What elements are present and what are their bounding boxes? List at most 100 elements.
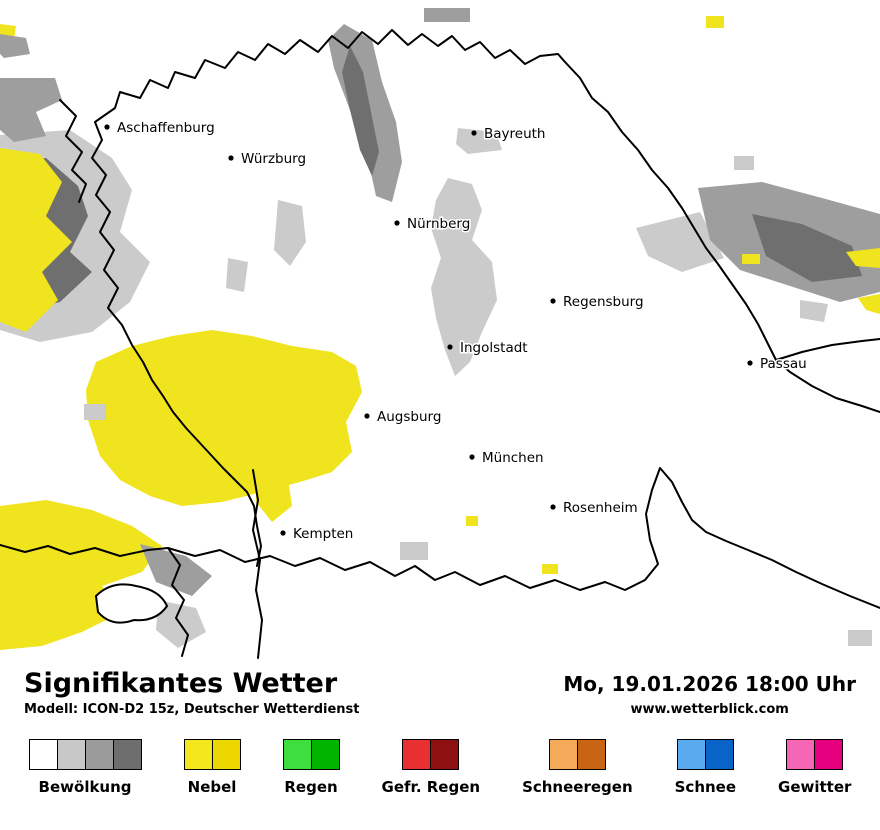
- overlay-light: [800, 300, 828, 322]
- legend-color-cell: [677, 740, 706, 770]
- legend-label: Schneeregen: [522, 778, 633, 797]
- city-label: Kempten: [293, 526, 353, 542]
- legend-group: Gewitter: [778, 739, 851, 796]
- overlay-fog: [858, 294, 880, 314]
- border-southwest-diagonal: [167, 547, 189, 657]
- city-dot: [394, 220, 400, 226]
- legend-color-cell: [403, 740, 432, 770]
- border-layer: [0, 29, 880, 659]
- legend-color-cell: [431, 740, 459, 770]
- legend-color-cell: [113, 740, 141, 770]
- city-label: Augsburg: [377, 409, 441, 425]
- overlay-fog: [542, 564, 558, 574]
- overlay-light: [636, 212, 724, 272]
- legend-group: Regen: [282, 739, 340, 797]
- legend-group: Gefr. Regen: [382, 739, 480, 796]
- legend-group: Schneeregen: [522, 739, 633, 796]
- city-label: Nürnberg: [407, 216, 470, 232]
- legend-swatches: [548, 739, 606, 771]
- overlay-light: [226, 258, 248, 292]
- legend-swatches: [28, 739, 142, 771]
- city-label: Ingolstadt: [460, 340, 528, 356]
- border-allgaeu: [252, 469, 263, 659]
- city-label: Würzburg: [241, 151, 306, 167]
- legend-color-cell: [29, 740, 58, 770]
- legend-swatches: [402, 739, 460, 771]
- legend-color-cell: [705, 740, 733, 770]
- city-label: München: [482, 450, 544, 466]
- overlay-mid: [140, 544, 212, 596]
- overlay-fog: [846, 248, 880, 268]
- overlay-fog: [742, 254, 760, 264]
- city-dot: [550, 504, 556, 510]
- lake-constance: [94, 583, 169, 624]
- overlay-fog: [0, 500, 162, 650]
- legend-color-cell: [577, 740, 605, 770]
- legend-color-cell: [311, 740, 339, 770]
- city-dot: [104, 124, 110, 130]
- city-dot: [747, 360, 753, 366]
- page-title: Signifikantes Wetter: [24, 668, 338, 699]
- model-subtitle: Modell: ICON-D2 15z, Deutscher Wetterdie…: [24, 702, 360, 718]
- legend-swatches: [282, 739, 340, 771]
- legend-group: Bewölkung: [28, 739, 142, 797]
- border-southwest: [0, 544, 169, 557]
- legend-group: Nebel: [183, 739, 241, 797]
- footer-top: Signifikantes Wetter Modell: ICON-D2 15z…: [24, 668, 856, 717]
- legend-swatches: [676, 739, 734, 771]
- overlay-fog: [86, 330, 362, 506]
- footer-left: Signifikantes Wetter Modell: ICON-D2 15z…: [24, 668, 359, 717]
- overlay-mid: [0, 78, 62, 142]
- overlay-fog: [256, 456, 292, 522]
- border-bavaria-north-east: [94, 29, 880, 413]
- overlay-light: [431, 178, 497, 376]
- legend-swatches: [786, 739, 844, 771]
- overlay-fog: [706, 16, 724, 28]
- border-bavaria-west: [91, 121, 262, 567]
- legend-color-cell: [787, 740, 816, 770]
- legend-color-cell: [212, 740, 240, 770]
- weather-overlay-layer: [0, 8, 880, 650]
- legend-label: Regen: [284, 778, 338, 797]
- overlay-light: [456, 128, 502, 154]
- overlay-fog: [0, 148, 72, 332]
- city-dot: [471, 130, 477, 136]
- overlay-dark: [752, 214, 862, 282]
- overlay-mid: [0, 34, 30, 58]
- overlay-light: [734, 156, 754, 170]
- overlay-light: [274, 200, 306, 266]
- footer: Signifikantes Wetter Modell: ICON-D2 15z…: [0, 662, 880, 796]
- legend-color-cell: [815, 740, 843, 770]
- legend-label: Gewitter: [778, 778, 852, 797]
- legend: Bewölkung Nebel Regen Gefr. Regen Schneerege…: [24, 739, 856, 796]
- city-dot: [228, 155, 234, 161]
- border-passau-east-spur: [775, 338, 880, 361]
- overlay-dark: [342, 46, 379, 176]
- legend-label: Schnee: [674, 778, 737, 797]
- city-label: Passau: [760, 356, 807, 372]
- city-dot: [364, 413, 370, 419]
- legend-swatches: [183, 739, 241, 771]
- city-label: Rosenheim: [563, 500, 638, 516]
- overlay-mid: [424, 8, 470, 22]
- footer-right: Mo, 19.01.2026 18:00 Uhr www.wetterblick…: [563, 672, 856, 717]
- weather-map-svg: Aschaffenburg Würzburg Bayreuth Nürnberg Reg…: [0, 8, 880, 659]
- city-label: Regensburg: [563, 294, 644, 310]
- forecast-datetime: Mo, 19.01.2026 18:00 Uhr: [563, 672, 856, 696]
- border-austria-south: [167, 467, 880, 609]
- legend-color-cell: [283, 740, 312, 770]
- border-hesse: [59, 99, 87, 203]
- cities-layer: Aschaffenburg Würzburg Bayreuth Nürnberg Reg…: [104, 119, 808, 544]
- legend-label: Nebel: [187, 778, 237, 797]
- city-dot: [550, 298, 556, 304]
- overlay-light: [400, 542, 428, 560]
- overlay-light: [84, 404, 106, 420]
- legend-group: Schnee: [675, 739, 736, 796]
- legend-label: Bewölkung: [38, 778, 132, 797]
- city-label: Bayreuth: [484, 126, 546, 142]
- website-link: www.wetterblick.com: [630, 702, 789, 717]
- city-dot: [469, 454, 475, 460]
- city-label: Aschaffenburg: [117, 120, 215, 136]
- legend-color-cell: [184, 740, 213, 770]
- legend-color-cell: [85, 740, 114, 770]
